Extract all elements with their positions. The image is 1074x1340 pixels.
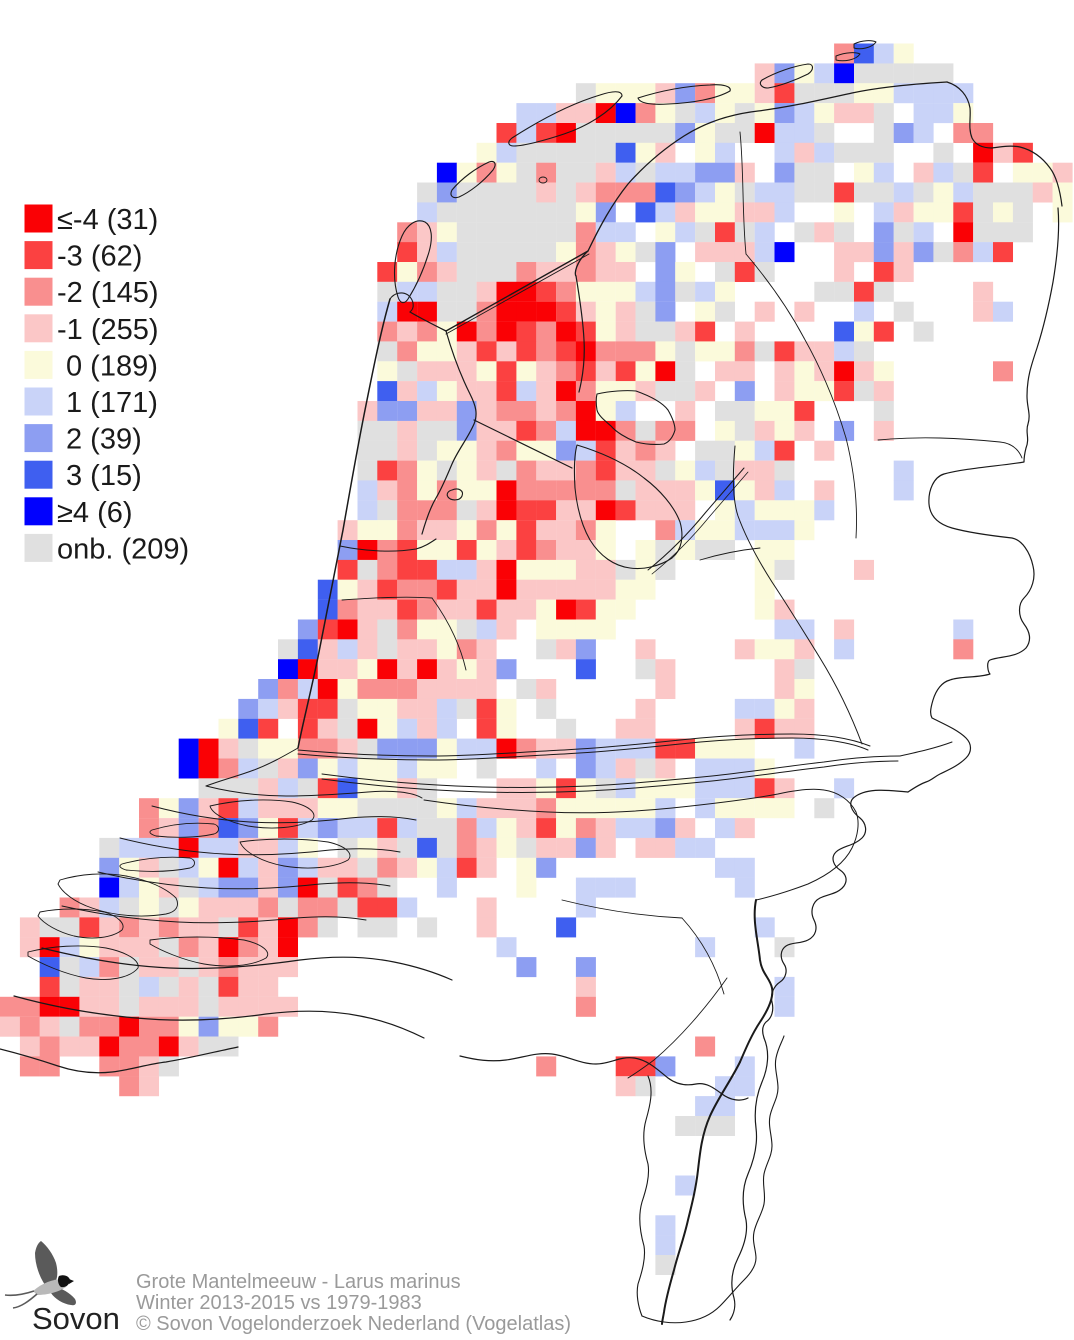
svg-text:-2 (145): -2 (145): [57, 277, 159, 309]
svg-text:© Sovon Vogelonderzoek Nederla: © Sovon Vogelonderzoek Nederland (Vogela…: [136, 1313, 571, 1335]
svg-text:Sovon: Sovon: [32, 1301, 120, 1336]
svg-text:≤-4 (31): ≤-4 (31): [57, 204, 158, 236]
svg-text:-1 (255): -1 (255): [57, 314, 159, 346]
svg-text:1 (171): 1 (171): [66, 387, 158, 419]
svg-text:Winter 2013-2015 vs 1979-1983: Winter 2013-2015 vs 1979-1983: [136, 1292, 422, 1314]
svg-text:≥4 (6): ≥4 (6): [57, 497, 133, 529]
svg-text:Grote Mantelmeeuw - Larus mari: Grote Mantelmeeuw - Larus marinus: [136, 1271, 461, 1293]
svg-text:0 (189): 0 (189): [66, 350, 158, 382]
svg-text:2 (39): 2 (39): [66, 424, 142, 456]
svg-text:onb. (209): onb. (209): [57, 533, 189, 565]
svg-text:-3 (62): -3 (62): [57, 241, 142, 273]
svg-text:3 (15): 3 (15): [66, 460, 142, 492]
